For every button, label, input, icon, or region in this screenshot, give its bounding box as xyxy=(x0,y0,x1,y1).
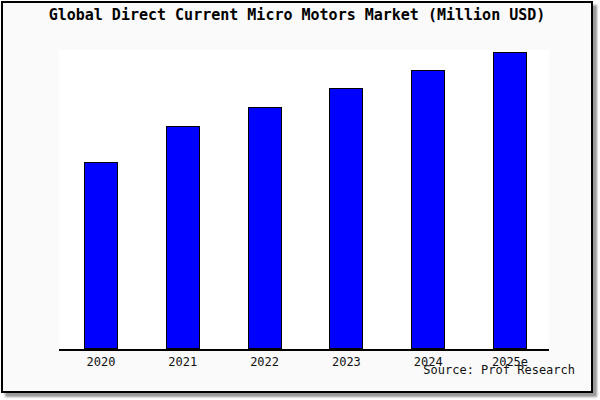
source-label: Source: Prof Research xyxy=(423,363,575,377)
bar-2023 xyxy=(329,88,363,349)
chart-figure: Global Direct Current Micro Motors Marke… xyxy=(1,1,593,393)
screenshot-canvas: Global Direct Current Micro Motors Marke… xyxy=(0,0,600,400)
bar-2020 xyxy=(84,162,118,349)
chart-title: Global Direct Current Micro Motors Marke… xyxy=(3,6,591,24)
plot-area xyxy=(59,50,549,351)
bar-2022 xyxy=(248,107,282,349)
x-tick-label-2020: 2020 xyxy=(61,355,141,369)
x-tick-label-2021: 2021 xyxy=(143,355,223,369)
x-tick-label-2022: 2022 xyxy=(225,355,305,369)
bar-2025e xyxy=(493,52,527,349)
x-tick-label-2023: 2023 xyxy=(306,355,386,369)
bar-2021 xyxy=(166,126,200,349)
bar-2024 xyxy=(411,70,445,349)
